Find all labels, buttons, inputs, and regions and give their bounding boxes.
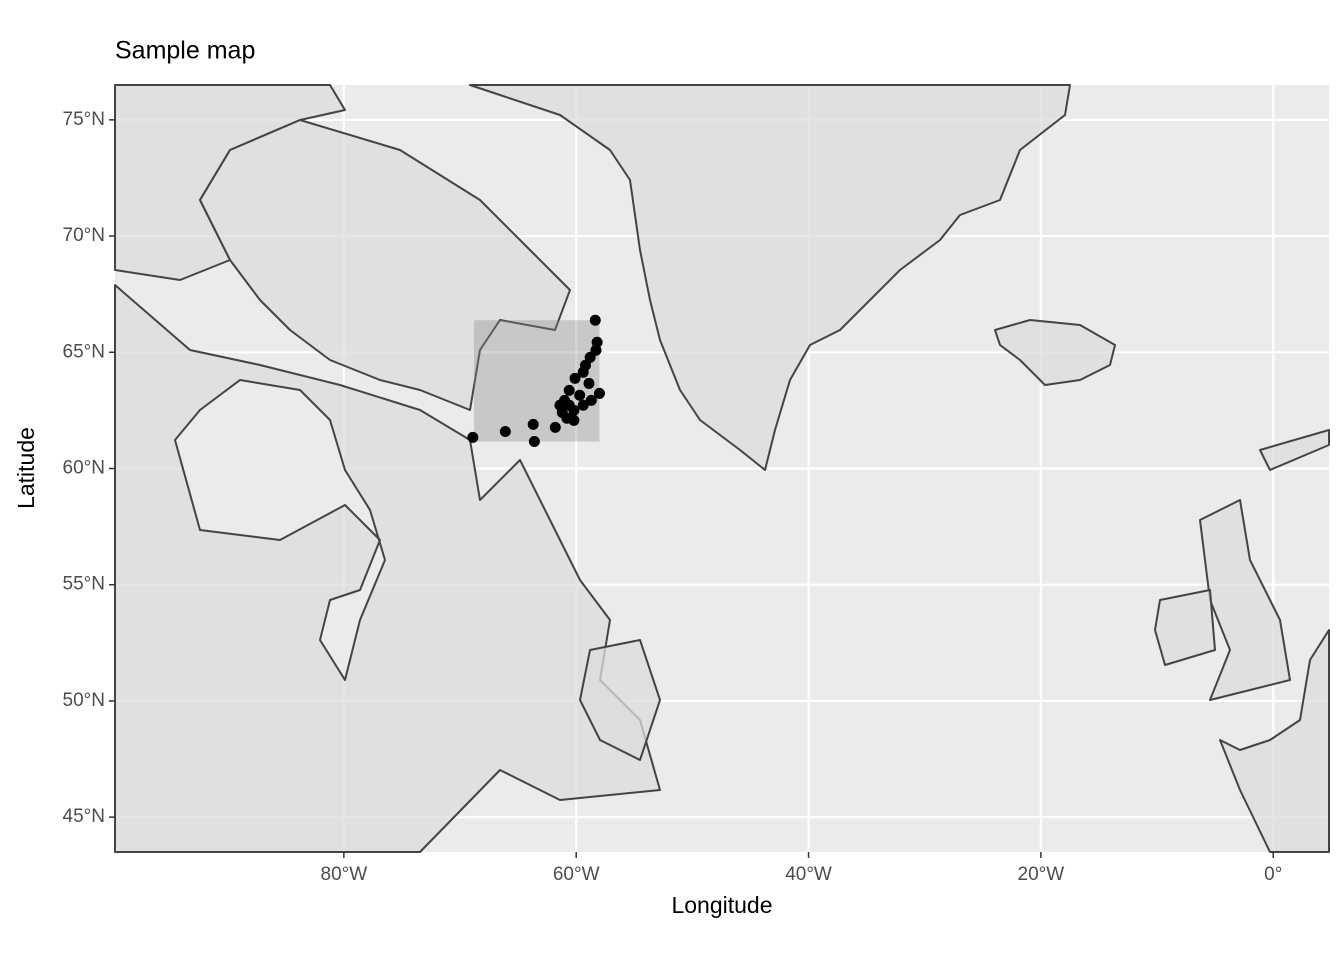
point <box>568 404 580 416</box>
y-tick-label: 50°N <box>63 690 105 711</box>
point <box>577 399 589 411</box>
iceland <box>994 319 1116 386</box>
point <box>569 372 581 384</box>
y-tick-label: 70°N <box>63 225 105 246</box>
x-tick-label: 80°W <box>321 864 368 885</box>
point <box>527 418 539 430</box>
greenland <box>469 84 1071 471</box>
chart-title: Sample map <box>115 37 255 65</box>
europe <box>1219 629 1330 853</box>
point <box>467 431 479 443</box>
ireland <box>1154 589 1216 666</box>
point <box>499 426 511 438</box>
point <box>589 314 601 326</box>
coastlines <box>114 84 1330 853</box>
x-axis-label: Longitude <box>671 892 772 918</box>
point <box>585 394 597 406</box>
x-tick-label: 40°W <box>785 864 832 885</box>
point <box>549 421 561 433</box>
x-tick-label: 20°W <box>1018 864 1065 885</box>
y-axis-label: Latitude <box>13 427 39 509</box>
point <box>561 412 573 424</box>
great-britain <box>1199 499 1291 701</box>
point <box>593 387 605 399</box>
point <box>577 366 589 378</box>
x-tick-label: 0° <box>1264 864 1282 885</box>
y-tick-label: 65°N <box>63 341 105 362</box>
data <box>467 314 605 448</box>
point <box>574 389 586 401</box>
newfoundland <box>579 639 661 761</box>
point <box>563 384 575 396</box>
y-tick-label: 45°N <box>63 806 105 827</box>
x-tick-label: 60°W <box>553 864 600 885</box>
y-tick-label: 55°N <box>63 574 105 595</box>
scandinavia <box>1259 429 1330 471</box>
point <box>528 436 540 448</box>
y-tick-label: 60°N <box>63 458 105 479</box>
point <box>583 377 595 389</box>
baffin-island <box>199 119 571 411</box>
hudson-bay <box>174 379 386 681</box>
y-tick-label: 75°N <box>63 109 105 130</box>
